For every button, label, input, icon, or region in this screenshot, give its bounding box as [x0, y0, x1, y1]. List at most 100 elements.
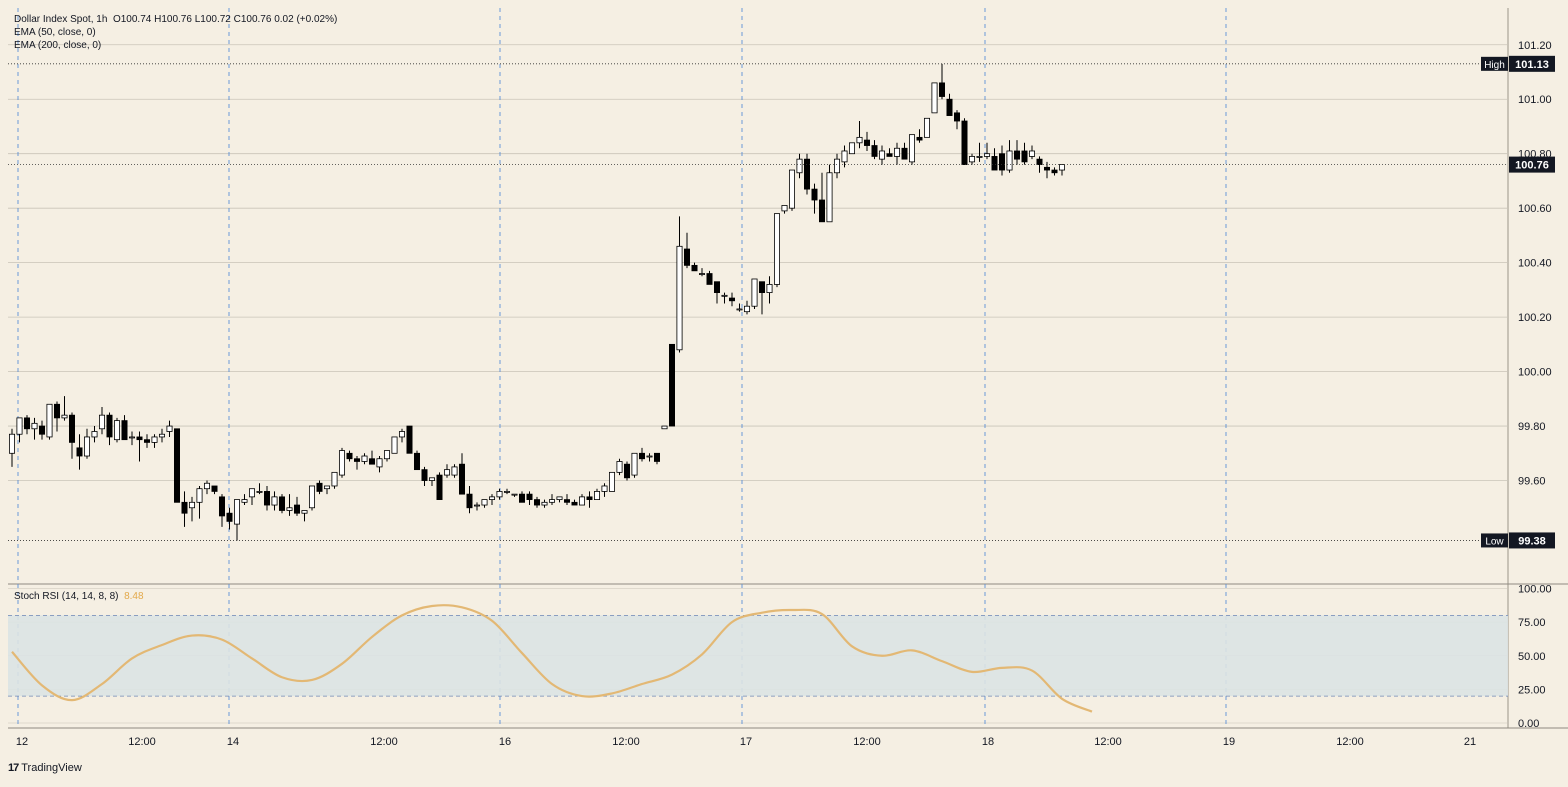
legend-ema-50[interactable]: EMA (50, close, 0): [14, 27, 96, 38]
candle-body: [729, 297, 736, 302]
candle-body: [263, 491, 270, 506]
candle-body: [669, 343, 676, 427]
candle-body: [759, 281, 766, 294]
candle-body: [556, 496, 563, 500]
stoch-band: [8, 615, 1508, 697]
price-tick-label: 99.80: [1518, 421, 1546, 433]
candle-body: [451, 466, 458, 476]
high-marker-tag-label: High: [1484, 60, 1505, 71]
time-tick-label: 17: [740, 736, 752, 748]
candle-body: [676, 245, 683, 351]
time-tick-label: 14: [227, 736, 239, 748]
candle-body: [503, 491, 510, 493]
candle-body: [211, 485, 218, 492]
candle-body: [413, 452, 420, 471]
candle-body: [1051, 169, 1058, 174]
candle-body: [826, 172, 833, 223]
legend-main[interactable]: Dollar Index Spot, 1h O100.74 H100.76 L1…: [14, 14, 338, 25]
stoch-tick-label: 0.00: [1518, 718, 1539, 730]
legend-ema-200[interactable]: EMA (200, close, 0): [14, 40, 102, 51]
candle-body: [804, 158, 811, 190]
candle-body: [331, 471, 338, 487]
time-tick-label: 21: [1464, 736, 1476, 748]
candle-body: [616, 461, 623, 473]
candle-body: [54, 403, 61, 419]
candle-body: [1014, 150, 1021, 160]
low-marker-tag-bg: [1481, 533, 1508, 548]
candle-body: [594, 491, 601, 500]
candle-body: [181, 501, 188, 514]
candle-body: [976, 156, 983, 158]
candle-body: [909, 134, 916, 163]
candle-body: [654, 452, 661, 462]
time-tick-label: 16: [499, 736, 511, 748]
candle-body: [398, 431, 405, 438]
candle-body: [631, 452, 638, 476]
candles-series: [8, 63, 1066, 541]
candle-body: [871, 145, 878, 157]
tradingview-logo-icon: 17: [8, 762, 19, 774]
price-tick-label: 100.00: [1518, 367, 1552, 379]
candle-body: [886, 153, 893, 157]
high-marker-value: 101.13: [1515, 59, 1549, 71]
time-tick-label: 12:00: [1336, 736, 1364, 748]
candle-body: [984, 153, 991, 157]
candle-body: [721, 294, 728, 297]
price-tick-label: 101.20: [1518, 40, 1552, 52]
price-tick-label: 100.40: [1518, 258, 1552, 270]
stoch-tick-label: 100.00: [1518, 584, 1552, 596]
candle-body: [661, 425, 668, 430]
candle-body: [714, 281, 721, 294]
candle-body: [916, 136, 923, 141]
tradingview-logo[interactable]: 17 TradingView: [8, 762, 82, 774]
time-tick-label: 12:00: [853, 736, 881, 748]
candle-body: [766, 284, 773, 294]
candle-body: [61, 414, 68, 419]
candle-body: [248, 488, 255, 498]
candle-body: [789, 169, 796, 209]
candle-body: [46, 403, 53, 438]
candle-body: [76, 447, 83, 457]
candle-body: [946, 98, 953, 116]
candle-body: [579, 496, 586, 506]
legend-stoch-rsi[interactable]: Stoch RSI (14, 14, 8, 8) 8.48: [14, 590, 144, 603]
interval[interactable]: 1h: [96, 14, 108, 25]
candle-body: [744, 305, 751, 313]
ohlc-readout: O100.74 H100.76 L100.72 C100.76 0.02 (+0…: [112, 14, 338, 25]
candle-body: [796, 158, 803, 174]
candle-body: [473, 504, 480, 507]
low-marker-tag-label: Low: [1485, 536, 1504, 547]
candle-body: [316, 482, 323, 492]
candle-body: [436, 474, 443, 500]
time-tick-label: 12: [16, 736, 28, 748]
candle-body: [286, 507, 293, 511]
candle-body: [969, 156, 976, 163]
candle-body: [121, 420, 128, 441]
candle-body: [736, 308, 743, 311]
candle-body: [849, 142, 856, 155]
candle-body: [391, 436, 398, 454]
candle-body: [564, 499, 571, 503]
stoch-tick-label: 75.00: [1518, 617, 1546, 629]
candle-body: [856, 136, 863, 144]
candle-body: [293, 504, 300, 514]
candle-body: [481, 499, 488, 506]
candle-body: [458, 463, 465, 495]
candle-body: [361, 455, 368, 462]
candle-body: [541, 501, 548, 506]
high-marker-value-bg: [1509, 55, 1555, 72]
candle-body: [646, 455, 653, 458]
candle-body: [684, 248, 691, 266]
candle-body: [256, 491, 263, 493]
time-tick-label: 18: [982, 736, 994, 748]
candle-body: [954, 112, 961, 122]
candle-body: [1059, 164, 1066, 171]
candle-body: [218, 496, 225, 517]
candle-body: [931, 82, 938, 114]
candle-body: [939, 82, 946, 97]
symbol-name[interactable]: Dollar Index Spot: [14, 14, 91, 25]
candle-body: [301, 510, 308, 514]
last-price-marker-value-bg: [1509, 156, 1555, 173]
